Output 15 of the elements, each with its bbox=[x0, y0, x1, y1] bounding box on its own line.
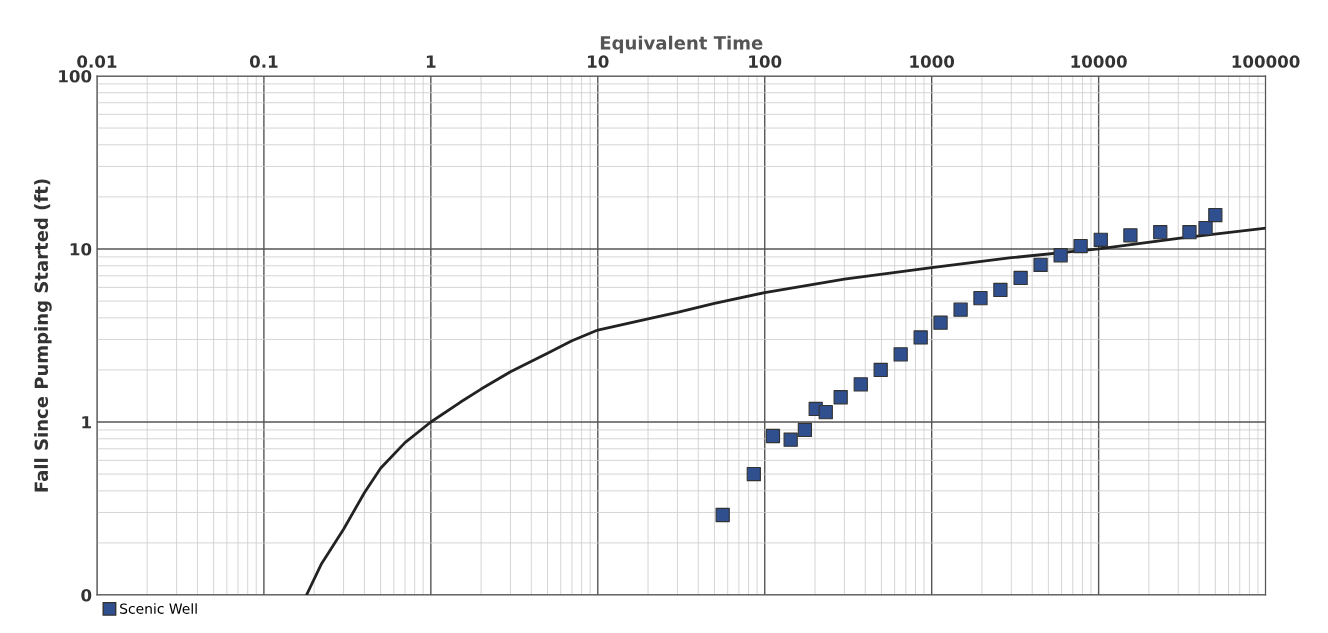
y-tick-label: 10 bbox=[70, 242, 92, 256]
x-tick-label: 10 bbox=[588, 55, 609, 68]
y-tick-label: 100 bbox=[59, 69, 92, 83]
y-axis-title: Fall Since Pumping Started (ft) bbox=[34, 179, 52, 492]
legend-label: Scenic Well bbox=[120, 603, 197, 614]
x-axis-title: Equivalent Time bbox=[600, 35, 763, 54]
x-tick-label: 0.1 bbox=[249, 55, 278, 68]
y-tick-label: 0 bbox=[81, 588, 92, 602]
x-tick-label: 100 bbox=[749, 55, 782, 68]
x-tick-label: 1000 bbox=[910, 55, 955, 68]
x-tick-label: 100000 bbox=[1232, 55, 1300, 68]
y-tick-label: 1 bbox=[82, 416, 91, 429]
x-tick-label: 10000 bbox=[1071, 55, 1127, 68]
x-tick-label: 0.01 bbox=[77, 55, 117, 68]
x-tick-label: 1 bbox=[426, 55, 436, 68]
